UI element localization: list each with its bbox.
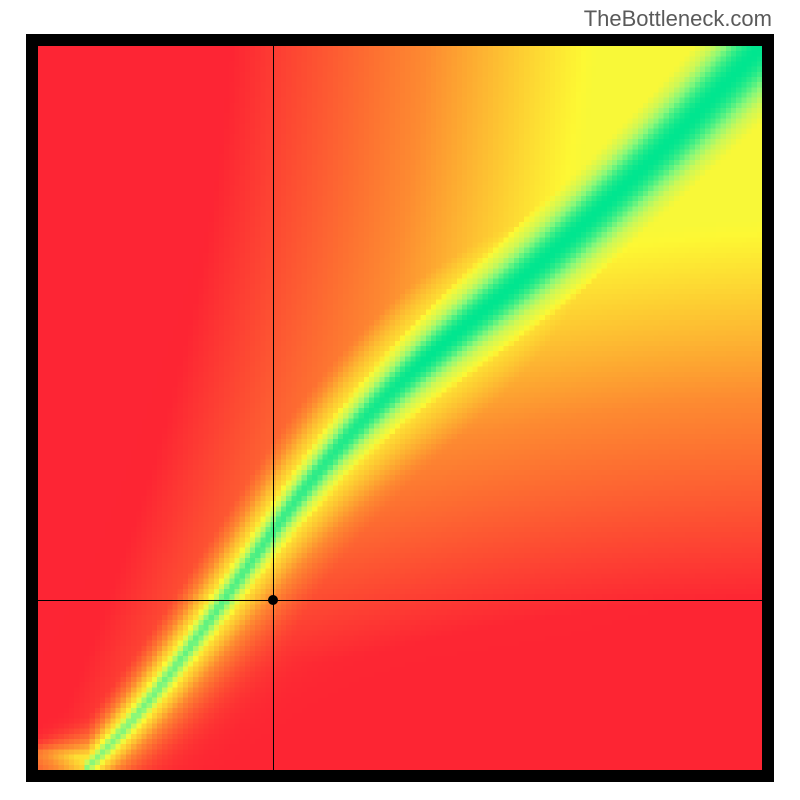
chart-container: TheBottleneck.com — [0, 0, 800, 800]
heatmap-canvas — [38, 46, 762, 770]
watermark-text: TheBottleneck.com — [584, 6, 772, 32]
plot-frame — [26, 34, 774, 782]
crosshair-vertical — [273, 46, 274, 770]
marker-dot — [268, 595, 278, 605]
crosshair-horizontal — [38, 600, 762, 601]
plot-area — [38, 46, 762, 770]
